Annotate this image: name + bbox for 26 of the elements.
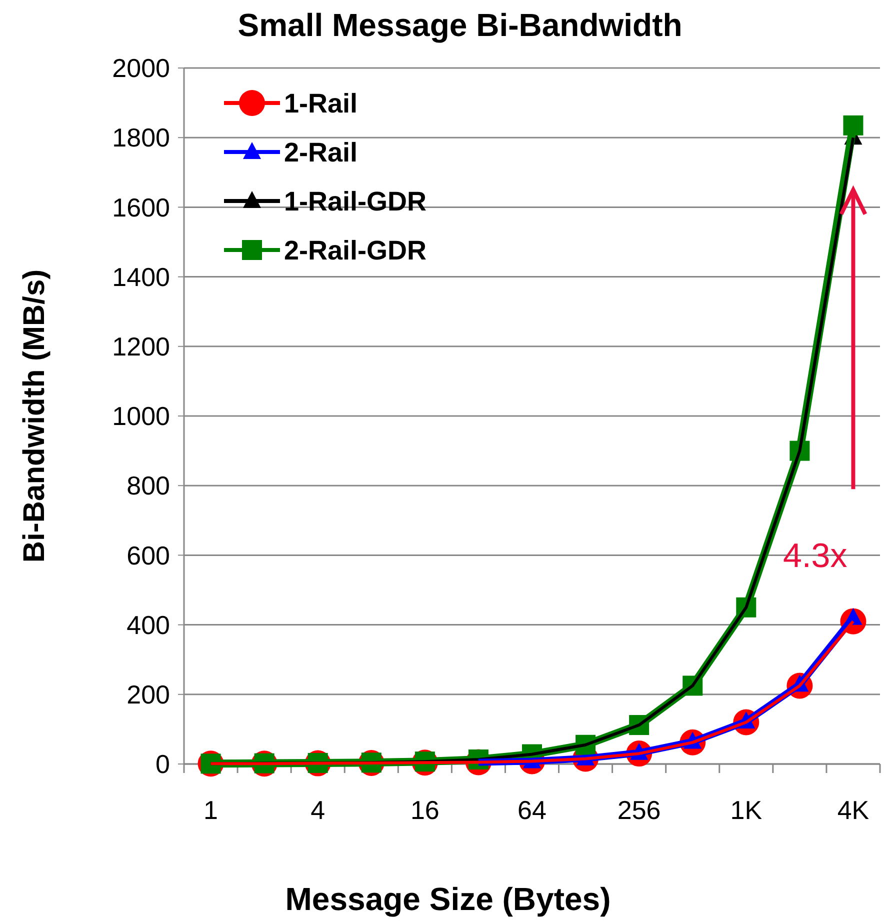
y-tick-label: 200 xyxy=(126,680,170,710)
x-tick-label: 16 xyxy=(410,795,440,825)
annotation: 4.3x xyxy=(782,537,848,576)
x-tick-label: 1 xyxy=(204,795,218,825)
legend-label: 2-Rail-GDR xyxy=(284,235,427,266)
legend-label: 2-Rail xyxy=(284,137,358,168)
x-axis-title: Message Size (Bytes) xyxy=(285,881,611,917)
chart-title: Small Message Bi-Bandwidth xyxy=(238,7,682,43)
y-tick-label: 800 xyxy=(126,470,170,501)
x-tick-label: 4 xyxy=(310,795,326,825)
y-tick-label: 1200 xyxy=(112,332,170,362)
y-tick-label: 600 xyxy=(126,540,170,570)
y-tick-label: 1400 xyxy=(112,262,170,292)
legend-label: 1-Rail-GDR xyxy=(284,186,427,216)
y-tick-label: 1000 xyxy=(112,401,170,432)
y-tick-label: 1600 xyxy=(112,192,170,222)
x-tick-label: 4K xyxy=(837,795,870,825)
y-tick-label: 400 xyxy=(126,610,170,640)
y-axis-title: Bi-Bandwidth (MB/s) xyxy=(18,269,51,563)
y-tick-label: 1800 xyxy=(112,122,170,153)
x-tick-label: 64 xyxy=(518,795,546,825)
x-tick-label: 256 xyxy=(617,795,661,825)
legend-label: 1-Rail xyxy=(284,88,358,118)
y-tick-label: 0 xyxy=(156,749,170,780)
x-tick-label: 1K xyxy=(730,795,763,825)
y-tick-label: 2000 xyxy=(112,53,170,84)
